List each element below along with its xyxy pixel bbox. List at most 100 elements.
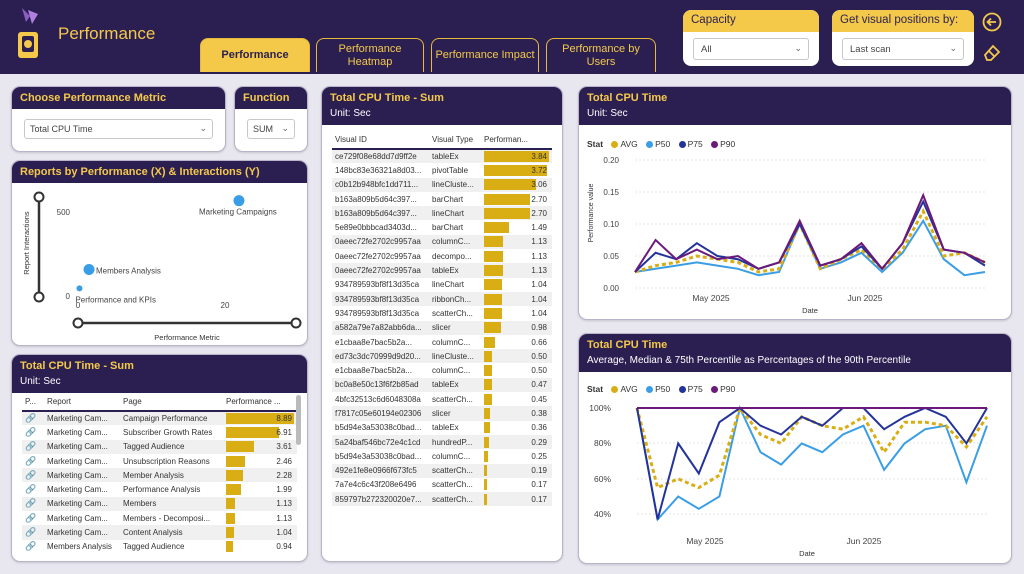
link-icon[interactable]: 🔗 [25, 541, 37, 552]
col-header-performance[interactable]: Performan... [481, 131, 552, 150]
table-row[interactable]: 7a7e4c6c43f208e6496 scatterCh... 0.17 [332, 478, 552, 492]
performance-bar: 0.94 [226, 541, 294, 553]
col-header-report[interactable]: Report [44, 393, 120, 412]
legend-p50[interactable]: P50 [655, 384, 671, 394]
series-line-p75[interactable] [636, 406, 988, 520]
table-row[interactable]: 🔗 Marketing Cam... Member Analysis 2.28 [22, 468, 297, 483]
table-row[interactable]: 🔗 Members Analysis Tagged Audience 0.94 [22, 540, 297, 554]
visual-positions-slicer: Get visual positions by: Last scan ⌄ [832, 10, 974, 66]
table-row[interactable]: 🔗 Marketing Cam... Content Analysis 1.04 [22, 525, 297, 540]
visual-id-cell: 7a7e4c6c43f208e6496 [335, 480, 417, 490]
legend-p90[interactable]: P90 [720, 384, 736, 394]
table-row[interactable]: 0aeec72fe2702c9957aa tableEx 1.13 [332, 263, 552, 278]
performance-bar: 1.13 [226, 512, 294, 524]
tab-performance-heatmap[interactable]: Performance Heatmap [316, 38, 424, 72]
link-icon[interactable]: 🔗 [25, 484, 37, 495]
table-row[interactable]: a582a79e7a82abb6da... slicer 0.98 [332, 320, 552, 335]
line1-xlabel: Date [802, 306, 818, 315]
table-scrollbar[interactable] [296, 395, 301, 445]
table-row[interactable]: ed73c3dc70999d9d20... lineCluste... 0.50 [332, 349, 552, 364]
table-row[interactable]: e1cbaa8e7bac5b2a... columnC... 0.50 [332, 363, 552, 377]
performance-bar: 8.89 [226, 413, 294, 425]
table-row[interactable]: b163a809b5d64c397... lineChart 2.70 [332, 206, 552, 221]
table-row[interactable]: 5a24baf546bc72e4c1cd hundredP... 0.29 [332, 434, 552, 450]
line2-xlabel: Date [799, 549, 815, 558]
col-header-p[interactable]: P... [22, 393, 44, 412]
table-row[interactable]: 🔗 Marketing Cam... Tagged Audience 3.61 [22, 439, 297, 454]
function-dropdown[interactable]: SUM ⌄ [247, 119, 295, 139]
line2-legend: Stat AVG P50 P75 P90 [587, 384, 735, 394]
legend-p50[interactable]: P50 [655, 139, 671, 149]
performance-value: 6.91 [276, 427, 292, 437]
table-row[interactable]: 148bc83e36321a8d03... pivotTable 3.72 [332, 163, 552, 177]
series-line-p50[interactable] [636, 404, 988, 522]
visual-id-cell: 5a24baf546bc72e4c1cd [332, 434, 429, 450]
tab-performance[interactable]: Performance [200, 38, 310, 72]
table-row[interactable]: 🔗 Marketing Cam... Members - Decomposi... 1… [22, 511, 297, 525]
visual-type-cell: hundredP... [429, 434, 481, 450]
back-arrow-icon[interactable] [982, 12, 1002, 32]
table-row[interactable]: 🔗 Marketing Cam... Subscriber Growth Rates… [22, 425, 297, 439]
visual-id-cell: a582a79e7a82abb6da... [332, 320, 429, 335]
tab-performance-by-users[interactable]: Performance by Users [546, 38, 656, 72]
table-row[interactable]: b5d94e3a53038c0bad... tableEx 0.36 [332, 421, 552, 435]
table-row[interactable]: 🔗 Marketing Cam... Campaign Performance 8.8… [22, 411, 297, 426]
legend-p75[interactable]: P75 [687, 384, 703, 394]
table-row[interactable]: ce729f08e68dd7d9ff2e tableEx 3.84 [332, 149, 552, 164]
capacity-dropdown[interactable]: All ⌄ [693, 38, 809, 60]
link-icon[interactable]: 🔗 [25, 413, 37, 424]
legend-avg[interactable]: AVG [620, 139, 638, 149]
series-line-p90[interactable] [634, 192, 986, 273]
visual-positions-dropdown[interactable]: Last scan ⌄ [842, 38, 964, 60]
line1-title: Total CPU Time [587, 92, 668, 104]
table-row[interactable]: b163a809b5d64c397... barChart 2.70 [332, 192, 552, 206]
series-line-avg[interactable] [634, 207, 986, 274]
scatter-point[interactable] [76, 285, 83, 292]
metric-dropdown[interactable]: Total CPU Time ⌄ [24, 119, 213, 139]
table-row[interactable]: 0aeec72fe2702c9957aa columnC... 1.13 [332, 234, 552, 250]
table-row[interactable]: 934789593bf8f13d35ca scatterCh... 1.04 [332, 306, 552, 320]
legend-avg[interactable]: AVG [620, 384, 638, 394]
table-row[interactable]: 🔗 Marketing Cam... Members 1.13 [22, 496, 297, 512]
table-row[interactable]: 934789593bf8f13d35ca lineChart 1.04 [332, 278, 552, 292]
link-icon[interactable]: 🔗 [25, 498, 37, 509]
xtick: Jun 2025 [848, 293, 883, 303]
col-header-page[interactable]: Page [120, 393, 223, 412]
table-row[interactable]: 🔗 Marketing Cam... Unsubscription Reasons 2… [22, 454, 297, 468]
link-icon[interactable]: 🔗 [25, 469, 37, 480]
table-row[interactable]: 4bfc32513c6d6048308a scatterCh... 0.45 [332, 392, 552, 406]
scatter-point[interactable] [83, 263, 95, 275]
link-icon[interactable]: 🔗 [25, 426, 37, 437]
legend-p90[interactable]: P90 [720, 139, 736, 149]
link-icon[interactable]: 🔗 [25, 527, 37, 538]
table-row[interactable]: e1cbaa8e7bac5b2a... columnC... 0.66 [332, 335, 552, 349]
visual-id-cell: 0aeec72fe2702c9957aa [332, 234, 429, 250]
table-row[interactable]: c0b12b948bfc1dd711... lineCluste... 3.06 [332, 177, 552, 192]
performance-value: 0.17 [531, 494, 547, 504]
table-row[interactable]: f7817c05e60194e02306 slicer 0.38 [332, 406, 552, 421]
x-slider-handle-right[interactable] [290, 317, 302, 329]
table-row[interactable]: 934789593bf8f13d35ca ribbonCh... 1.04 [332, 291, 552, 307]
col-header-visual-id[interactable]: Visual ID [332, 131, 429, 150]
y-slider-handle-top[interactable] [33, 191, 45, 203]
link-icon[interactable]: 🔗 [25, 512, 37, 523]
table-row[interactable]: b5d94e3a53038c0bad... columnC... 0.25 [332, 449, 552, 463]
table-row[interactable]: 🔗 Marketing Cam... Performance Analysis 1.9… [22, 482, 297, 496]
tab-performance-impact[interactable]: Performance Impact [431, 38, 539, 72]
link-icon[interactable]: 🔗 [25, 455, 37, 466]
table-row[interactable]: 859797b272320020e7... scatterCh... 0.17 [332, 492, 552, 507]
table-row[interactable]: 0aeec72fe2702c9957aa decompo... 1.13 [332, 249, 552, 263]
table-row[interactable]: 492e1fe8e0966f673fc5 scatterCh... 0.19 [332, 463, 552, 478]
eraser-icon[interactable] [982, 42, 1002, 62]
table-row[interactable]: 5e89e0bbbcad3403d... barChart 1.49 [332, 220, 552, 234]
function-value: SUM [253, 124, 273, 134]
scatter-point[interactable] [233, 195, 245, 207]
col-header-visual-type[interactable]: Visual Type [429, 131, 481, 150]
col-header-performance[interactable]: Performance ... [223, 393, 297, 412]
x-slider-handle-left[interactable] [72, 317, 84, 329]
link-icon[interactable]: 🔗 [25, 441, 37, 452]
legend-p75[interactable]: P75 [687, 139, 703, 149]
visual-id-cell: 148bc83e36321a8d03... [335, 165, 422, 175]
table-row[interactable]: bc0a8e50c13f6f2b85ad tableEx 0.47 [332, 377, 552, 393]
y-slider-handle-bottom[interactable] [33, 291, 45, 303]
